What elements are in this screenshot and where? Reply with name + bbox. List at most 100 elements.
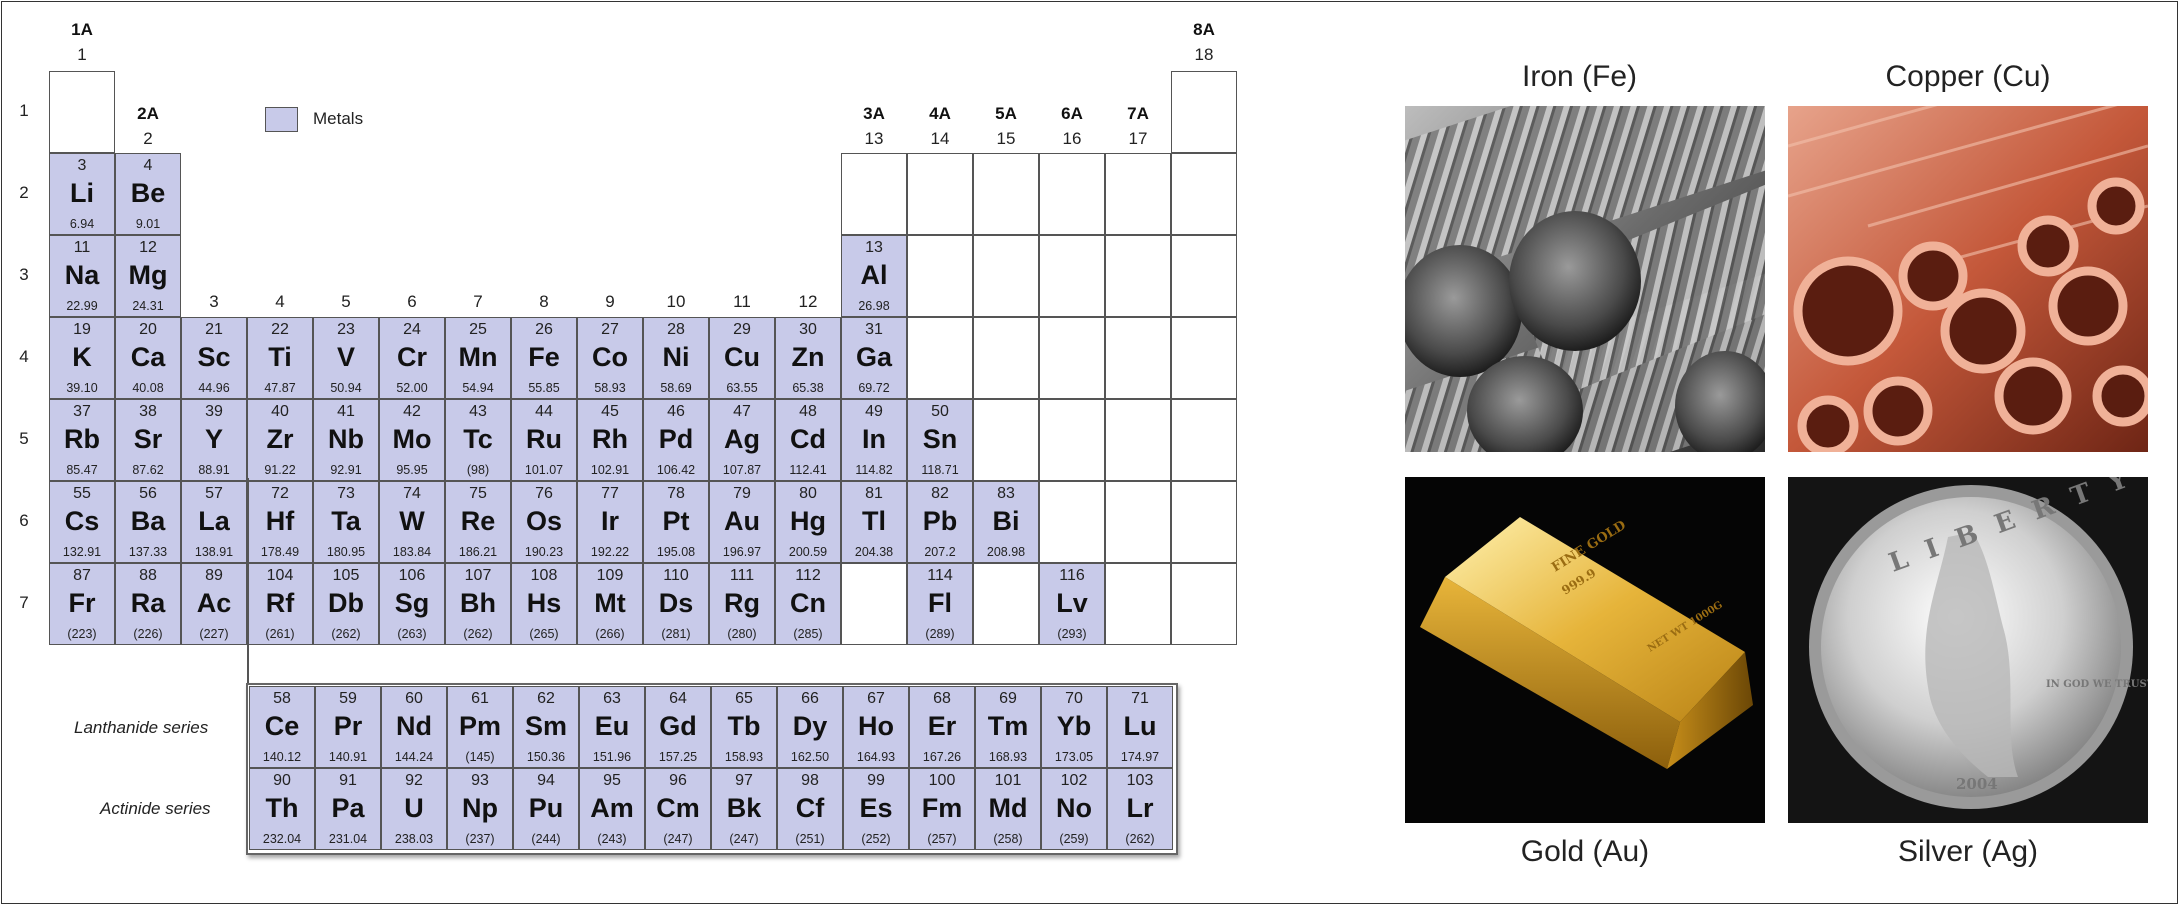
element-atomic-number: 3 xyxy=(77,157,87,174)
element-symbol: Nb xyxy=(328,424,364,454)
element-cell-empty xyxy=(1171,399,1237,481)
element-atomic-mass: 174.97 xyxy=(1120,750,1160,764)
element-symbol: Li xyxy=(70,178,94,208)
element-symbol: Am xyxy=(590,793,634,823)
element-atomic-mass: 232.04 xyxy=(262,832,302,846)
element-atomic-mass: (223) xyxy=(67,627,97,641)
element-atomic-mass: 140.12 xyxy=(262,750,302,764)
element-atomic-number: 43 xyxy=(469,403,487,420)
element-atomic-mass: 186.21 xyxy=(458,545,498,559)
element-atomic-mass: (285) xyxy=(793,627,823,641)
element-atomic-mass: (259) xyxy=(1059,832,1089,846)
element-symbol: K xyxy=(72,342,92,372)
element-symbol: Hs xyxy=(526,588,562,618)
element-symbol: Ti xyxy=(268,342,292,372)
element-atomic-number: 104 xyxy=(266,567,294,584)
element-symbol: Pb xyxy=(922,506,958,536)
element-atomic-number: 24 xyxy=(403,321,421,338)
group-number-17: 17 xyxy=(1128,129,1148,148)
lanthanide-cell-gd: 64 Gd 157.25 xyxy=(645,686,711,768)
period-label-5: 5 xyxy=(19,429,29,448)
lanthanide-cell-dy: 66 Dy 162.50 xyxy=(777,686,843,768)
element-cell-ru: 44 Ru 101.07 xyxy=(511,399,577,481)
element-atomic-number: 100 xyxy=(928,772,956,789)
element-symbol: Ru xyxy=(526,424,562,454)
lanthanide-cell-lu: 71 Lu 174.97 xyxy=(1107,686,1173,768)
element-cell-empty xyxy=(973,317,1039,399)
element-symbol: Ga xyxy=(855,342,893,372)
element-cell-rg: 111 Rg (280) xyxy=(709,563,775,645)
element-atomic-mass: 167.26 xyxy=(922,750,962,764)
element-symbol: Cd xyxy=(790,424,826,454)
element-cell-ir: 77 Ir 192.22 xyxy=(577,481,643,563)
copper-photo xyxy=(1788,106,2148,452)
element-atomic-mass: 106.42 xyxy=(656,463,696,477)
element-atomic-number: 55 xyxy=(73,485,91,502)
element-cell-empty xyxy=(907,317,973,399)
element-atomic-number: 13 xyxy=(865,239,883,256)
element-symbol: Gd xyxy=(659,711,697,741)
element-atomic-mass: 9.01 xyxy=(135,217,161,231)
element-symbol: Bi xyxy=(992,506,1020,536)
element-atomic-mass: (266) xyxy=(595,627,625,641)
element-symbol: Y xyxy=(204,424,223,454)
element-atomic-number: 62 xyxy=(537,690,555,707)
period-label-7: 7 xyxy=(19,593,29,612)
element-cell-y: 39 Y 88.91 xyxy=(181,399,247,481)
element-atomic-number: 48 xyxy=(799,403,817,420)
lanthanide-series-label: Lanthanide series xyxy=(74,718,209,737)
element-symbol: Pt xyxy=(662,506,690,536)
element-atomic-number: 83 xyxy=(997,485,1015,502)
element-symbol: Sm xyxy=(524,711,568,741)
element-atomic-number: 19 xyxy=(73,321,91,338)
lanthanide-cell-nd: 60 Nd 144.24 xyxy=(381,686,447,768)
series-connector-line xyxy=(247,478,249,683)
element-atomic-number: 82 xyxy=(931,485,949,502)
element-cell-empty xyxy=(1105,481,1171,563)
element-cell-v: 23 V 50.94 xyxy=(313,317,379,399)
element-cell-hf: 72 Hf 178.49 xyxy=(247,481,313,563)
element-atomic-mass: (252) xyxy=(861,832,891,846)
element-symbol: Co xyxy=(592,342,628,372)
element-atomic-mass: 58.69 xyxy=(660,381,692,395)
element-cell-co: 27 Co 58.93 xyxy=(577,317,643,399)
element-atomic-mass: 102.91 xyxy=(590,463,630,477)
element-atomic-number: 60 xyxy=(405,690,423,707)
element-atomic-mass: (281) xyxy=(661,627,691,641)
element-symbol: Yb xyxy=(1056,711,1092,741)
element-atomic-number: 20 xyxy=(139,321,157,338)
lanthanide-cell-sm: 62 Sm 150.36 xyxy=(513,686,579,768)
element-atomic-mass: (257) xyxy=(927,832,957,846)
element-atomic-number: 73 xyxy=(337,485,355,502)
element-atomic-number: 38 xyxy=(139,403,157,420)
element-symbol: Sc xyxy=(197,342,231,372)
element-atomic-mass: 200.59 xyxy=(788,545,828,559)
element-atomic-mass: 114.82 xyxy=(855,463,893,477)
element-atomic-mass: (237) xyxy=(465,832,495,846)
element-atomic-number: 78 xyxy=(667,485,685,502)
group-number-15: 15 xyxy=(996,129,1016,148)
element-atomic-number: 56 xyxy=(139,485,157,502)
element-cell-empty xyxy=(1171,71,1237,153)
element-cell-sg: 106 Sg (263) xyxy=(379,563,445,645)
element-cell-rf: 104 Rf (261) xyxy=(247,563,313,645)
element-symbol: Ta xyxy=(331,506,361,536)
element-symbol: In xyxy=(862,424,886,454)
period-label-1: 1 xyxy=(19,101,29,120)
actinide-cell-th: 90 Th 232.04 xyxy=(249,768,315,850)
group-label-7a: 7A xyxy=(1127,104,1149,123)
element-atomic-number: 70 xyxy=(1065,690,1083,707)
group-number-6: 6 xyxy=(407,292,417,311)
group-number-12: 12 xyxy=(798,292,818,311)
actinide-cell-np: 93 Np (237) xyxy=(447,768,513,850)
lanthanide-cell-er: 68 Er 167.26 xyxy=(909,686,975,768)
element-atomic-number: 95 xyxy=(603,772,621,789)
element-symbol: Lv xyxy=(1056,588,1088,618)
element-atomic-number: 30 xyxy=(799,321,817,338)
legend-metals-swatch xyxy=(265,107,298,132)
element-atomic-mass: (243) xyxy=(597,832,627,846)
element-cell-empty xyxy=(973,563,1039,645)
element-symbol: Sr xyxy=(133,424,163,454)
element-cell-zn: 30 Zn 65.38 xyxy=(775,317,841,399)
element-symbol: Rf xyxy=(265,588,295,618)
